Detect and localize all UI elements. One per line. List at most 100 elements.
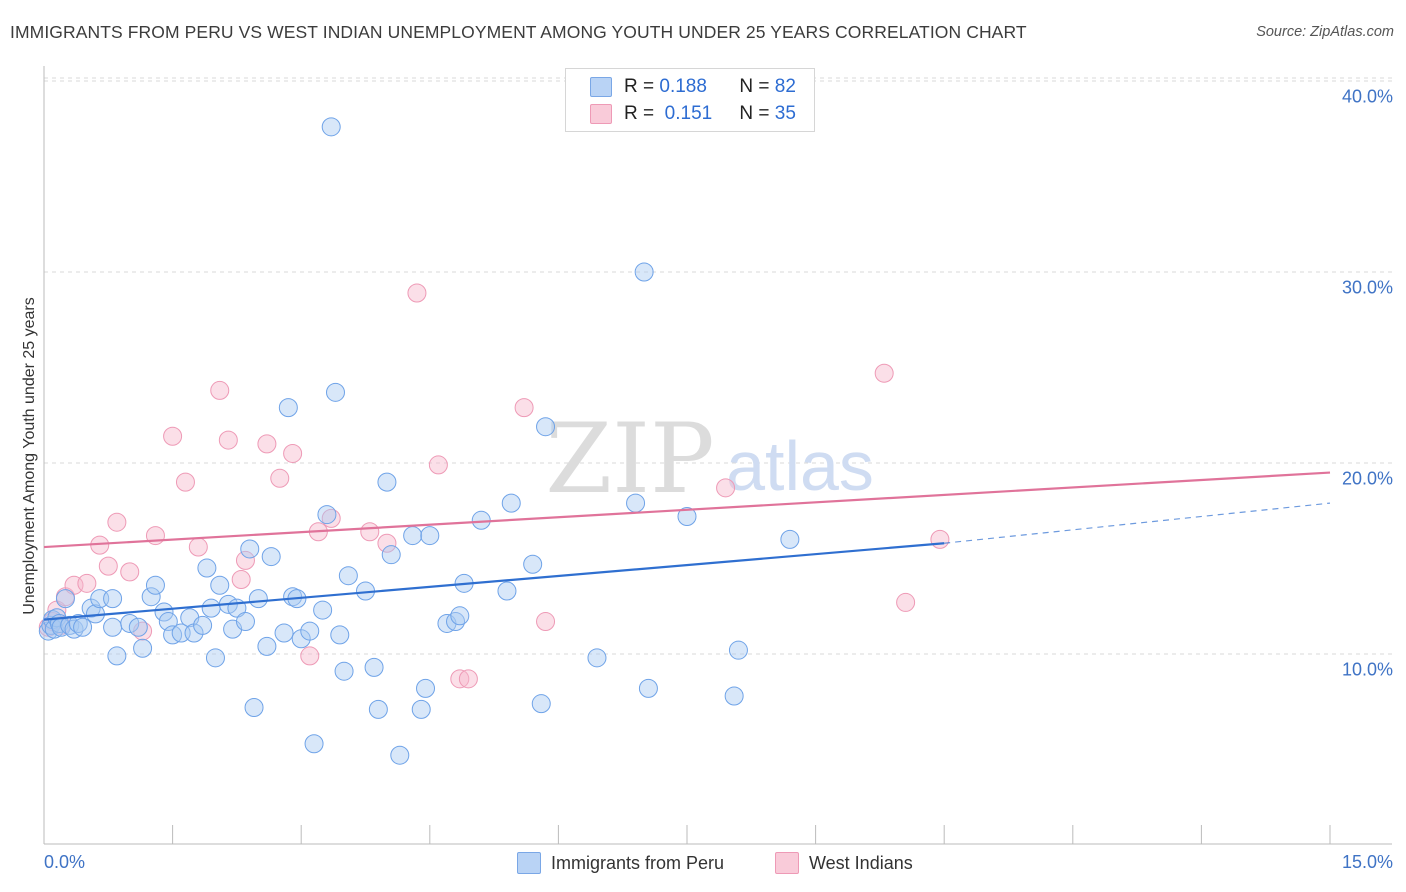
legend-n-value: 35 (774, 103, 796, 124)
point-peru (128, 617, 148, 637)
point-peru (501, 493, 521, 513)
point-peru (201, 598, 221, 618)
point-west-indians (77, 573, 97, 593)
point-west-indians (283, 443, 303, 463)
legend-row-peru: R = 0.188 N = 82 (590, 76, 796, 98)
y-tick-label-20: 20.0% (1341, 468, 1393, 489)
point-peru (133, 638, 153, 658)
point-peru (334, 661, 354, 681)
point-peru (634, 262, 654, 282)
point-peru (677, 506, 697, 526)
point-peru (403, 526, 423, 546)
point-west-indians (235, 550, 255, 570)
point-peru (330, 625, 350, 645)
point-peru (728, 640, 748, 660)
legend-r-label: R = (624, 103, 655, 124)
y-tick-label-30: 30.0% (1341, 277, 1393, 298)
point-peru (261, 547, 281, 567)
point-peru (626, 493, 646, 513)
point-peru (420, 526, 440, 546)
point-peru (300, 621, 320, 641)
stats-legend: R = 0.188 N = 82 R = 0.151 N = 35 (565, 68, 815, 132)
y-tick-label-10: 10.0% (1341, 659, 1393, 680)
point-west-indians (210, 380, 230, 400)
point-west-indians (257, 434, 277, 454)
point-peru (338, 566, 358, 586)
point-west-indians (120, 562, 140, 582)
point-peru (724, 686, 744, 706)
point-peru (304, 734, 324, 754)
point-peru (55, 589, 75, 609)
legend-n-label: N = (739, 103, 770, 124)
point-peru (364, 657, 384, 677)
point-west-indians (231, 570, 251, 590)
point-peru (325, 382, 345, 402)
point-peru (205, 648, 225, 668)
point-peru (780, 529, 800, 549)
legend-row-west-indians: R = 0.151 N = 35 (590, 103, 796, 125)
trend-line-peru-extension (944, 502, 1331, 544)
point-peru (278, 398, 298, 418)
point-west-indians (428, 455, 448, 475)
point-west-indians (107, 512, 127, 532)
y-axis-label: Unemployment Among Youth under 25 years (21, 297, 38, 615)
y-tick-label-40: 40.0% (1341, 86, 1393, 107)
point-peru (368, 699, 388, 719)
point-peru (235, 612, 255, 632)
point-peru (416, 678, 436, 698)
point-peru (103, 617, 123, 637)
bottom-legend-swatch-west-indians (775, 852, 799, 874)
watermark: ZIP atlas (545, 403, 874, 515)
point-peru (381, 545, 401, 565)
bottom-legend-west-indians: West Indians (775, 850, 913, 876)
point-peru (73, 617, 93, 637)
point-west-indians (930, 529, 950, 549)
point-west-indians (98, 556, 118, 576)
watermark-atlas: atlas (726, 427, 874, 505)
point-peru (248, 589, 268, 609)
bottom-legend-label-west-indians: West Indians (809, 852, 913, 873)
point-peru (197, 558, 217, 578)
point-peru (497, 581, 517, 601)
legend-swatch-peru (590, 77, 612, 97)
source-label: Source: ZipAtlas.com (1256, 24, 1394, 40)
point-west-indians (270, 468, 290, 488)
point-peru (154, 602, 174, 622)
point-west-indians (716, 478, 736, 498)
point-peru (450, 606, 470, 626)
point-peru (638, 678, 658, 698)
point-peru (587, 648, 607, 668)
x-tick-label-min: 0.0% (44, 852, 86, 872)
bottom-legend-label-peru: Immigrants from Peru (551, 852, 725, 873)
legend-r-label: R = (624, 76, 655, 97)
point-west-indians (163, 426, 183, 446)
point-west-indians (874, 363, 894, 383)
point-peru (274, 623, 294, 643)
chart-title: IMMIGRANTS FROM PERU VS WEST INDIAN UNEM… (10, 22, 1027, 42)
bottom-legend-peru: Immigrants from Peru (517, 850, 724, 876)
point-west-indians (377, 533, 397, 553)
point-west-indians (300, 646, 320, 666)
point-west-indians (218, 430, 238, 450)
x-tick-label-max: 15.0% (1341, 852, 1393, 872)
point-peru (313, 600, 333, 620)
legend-n-label: N = (739, 76, 770, 97)
point-peru (531, 694, 551, 714)
point-peru (523, 554, 543, 574)
point-peru (145, 575, 165, 595)
point-peru (141, 587, 161, 607)
trend-line-peru (43, 542, 945, 621)
point-west-indians (514, 398, 534, 418)
point-peru (411, 699, 431, 719)
point-peru (44, 619, 64, 639)
legend-swatch-west-indians (590, 104, 612, 124)
point-peru (317, 505, 337, 525)
point-west-indians (175, 472, 195, 492)
point-west-indians (407, 283, 427, 303)
trend-lines (43, 471, 1331, 621)
point-peru (536, 417, 556, 437)
point-peru (103, 589, 123, 609)
point-west-indians (458, 669, 478, 689)
point-peru (390, 745, 410, 765)
